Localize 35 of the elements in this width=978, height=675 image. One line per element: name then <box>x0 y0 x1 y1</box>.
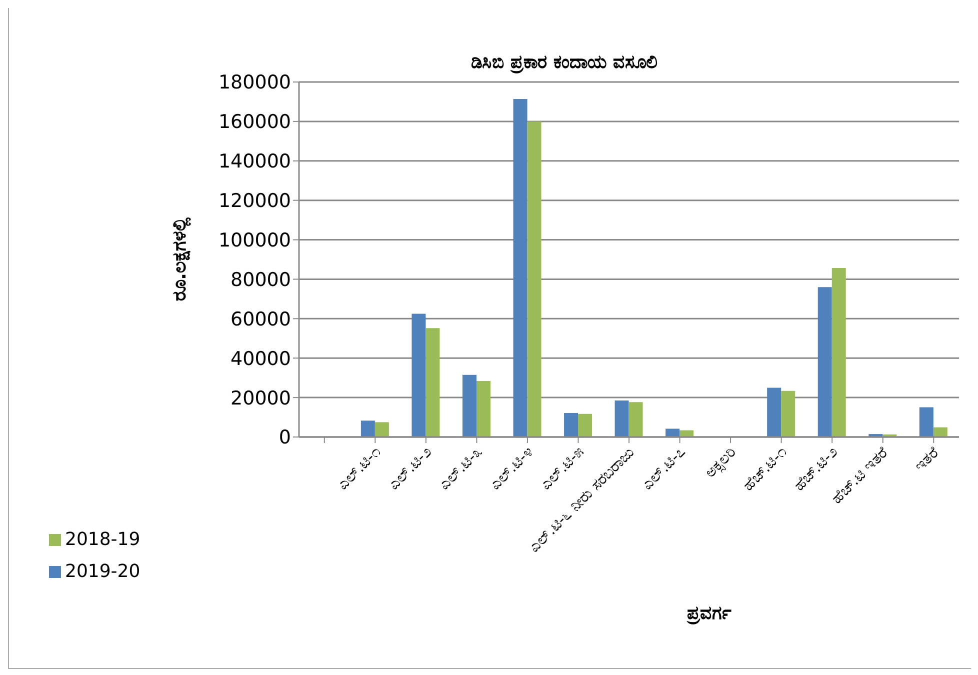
bar <box>666 428 680 437</box>
bar <box>628 402 643 437</box>
bar <box>527 121 542 437</box>
bar <box>818 287 832 437</box>
bar <box>919 407 934 437</box>
y-tick-label: 60000 <box>230 308 291 330</box>
y-tick-label: 80000 <box>230 268 291 291</box>
y-tick-label: 140000 <box>218 150 291 173</box>
bar <box>781 390 796 437</box>
x-axis-title: ಪ್ರವರ್ಗ <box>686 603 732 624</box>
y-tick-label: 0 <box>278 426 291 449</box>
bar <box>578 414 592 437</box>
chart-title: ಡಿಸಿಬಿ ಪ್ರಕಾರ ಕಂದಾಯ ವಸೂಲಿ <box>470 52 658 73</box>
y-tick-label: 20000 <box>230 387 291 410</box>
bar <box>513 98 528 437</box>
y-tick-label: 160000 <box>218 111 291 134</box>
bar <box>614 400 629 437</box>
bar <box>476 380 490 437</box>
y-axis-title: ರೂ.ಲಕ್ಷಗಳಲ್ಲಿ <box>169 217 192 301</box>
bar <box>426 328 440 437</box>
legend-label: 2018-19 <box>65 529 140 550</box>
y-tick-label: 100000 <box>218 230 291 252</box>
legend-label: 2019-20 <box>65 561 140 582</box>
bar <box>564 412 578 437</box>
y-tick-label: 120000 <box>218 190 291 212</box>
bar <box>767 388 782 437</box>
bar <box>832 268 846 437</box>
bar <box>412 314 426 437</box>
bar <box>462 374 476 437</box>
bar <box>360 420 375 437</box>
bar <box>933 427 948 437</box>
x-tick-label: ಇತರೆ <box>910 443 942 475</box>
bar <box>374 422 389 437</box>
y-tick-label: 40000 <box>230 348 291 370</box>
y-tick-label: 180000 <box>218 72 291 94</box>
